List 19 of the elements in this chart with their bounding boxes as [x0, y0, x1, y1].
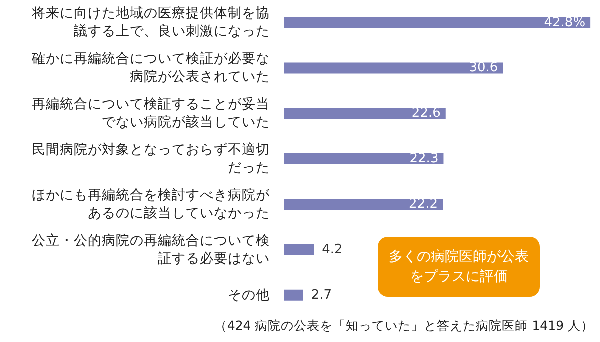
bar — [284, 108, 446, 120]
y-tick-label: 確かに再編統合について検証が必要な病院が公表されていた — [31, 51, 270, 86]
bar — [284, 290, 304, 301]
y-tick-label: 民間病院が対象となっておらず不適切だった — [32, 142, 270, 176]
data-label: 4.2 — [322, 242, 343, 258]
bar — [284, 244, 314, 256]
bar — [284, 198, 444, 210]
data-label: 42.8% — [544, 15, 586, 30]
callout-box: 多くの病院医師が公表をプラスに評価 — [378, 237, 540, 297]
bar — [284, 17, 591, 28]
data-label: 2.7 — [311, 288, 332, 303]
y-tick-label: 公立・公的病院の再編統合について検証する必要はない — [32, 232, 270, 267]
y-tick-label: その他 — [228, 287, 270, 304]
bar — [284, 62, 504, 74]
y-tick-label: 再編統合について検証することが妥当でない病院が該当していた — [32, 96, 270, 131]
bar — [284, 154, 444, 165]
y-tick-label: ほかにも再編統合を検討すべき病院があるのに該当していなかった — [32, 187, 271, 222]
y-tick-label: 将来に向けた地域の医療提供体制を協議する上で、良い刺激になった — [31, 6, 270, 40]
text: （424 病院の公表を「知っていた」と答えた病院医師 1419 人） — [213, 318, 594, 335]
